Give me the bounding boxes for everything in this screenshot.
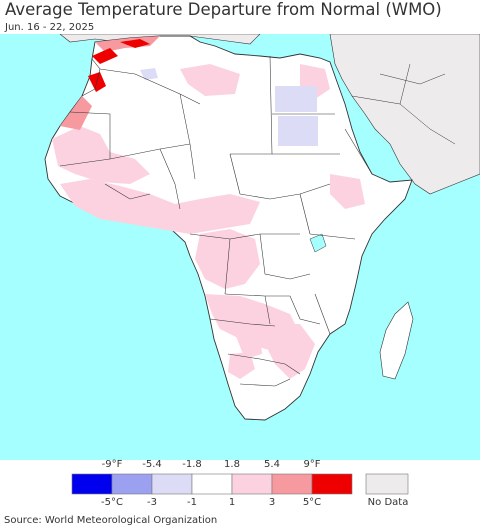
middle-east-landmass xyxy=(329,34,480,195)
legend-swatch xyxy=(111,473,153,495)
legend-swatch xyxy=(71,473,113,495)
legend-swatch xyxy=(271,473,313,495)
legend-fahrenheit-label: -1.8 xyxy=(182,459,202,470)
legend-fahrenheit-label: 9°F xyxy=(303,459,321,470)
source-credit: Source: World Meteorological Organizatio… xyxy=(4,515,218,526)
africa-landmass xyxy=(44,35,413,421)
legend-fahrenheit-label: 1.8 xyxy=(224,459,240,470)
lake-victoria xyxy=(309,233,327,253)
legend-celsius-label: -3 xyxy=(147,497,157,508)
africa-temperature-map xyxy=(0,34,480,460)
legend-swatch xyxy=(191,473,233,495)
cool-anomaly-light xyxy=(140,68,318,146)
legend-celsius-label: -1 xyxy=(187,497,197,508)
legend-swatch xyxy=(151,473,193,495)
map-title: Average Temperature Departure from Norma… xyxy=(5,0,442,19)
country-borders xyxy=(59,55,373,387)
legend-celsius-label: -5°C xyxy=(101,497,123,508)
legend-swatch xyxy=(311,473,353,495)
legend-swatch xyxy=(231,473,273,495)
legend-celsius-label: 1 xyxy=(228,497,236,508)
legend-celsius-label: 3 xyxy=(268,497,276,508)
legend-fahrenheit-label: -9°F xyxy=(101,459,123,470)
legend-no-data-swatch xyxy=(365,473,409,495)
arabian-peninsula-borders xyxy=(351,63,456,145)
map-subtitle: Jun. 16 - 22, 2025 xyxy=(5,22,95,33)
warm-anomaly-light xyxy=(52,64,365,379)
madagascar xyxy=(379,301,414,380)
legend-no-data-label: No Data xyxy=(367,497,409,508)
legend-fahrenheit-label: -5.4 xyxy=(142,459,162,470)
legend xyxy=(71,473,409,495)
legend-celsius-label: 5°C xyxy=(302,497,322,508)
legend-fahrenheit-label: 5.4 xyxy=(264,459,280,470)
